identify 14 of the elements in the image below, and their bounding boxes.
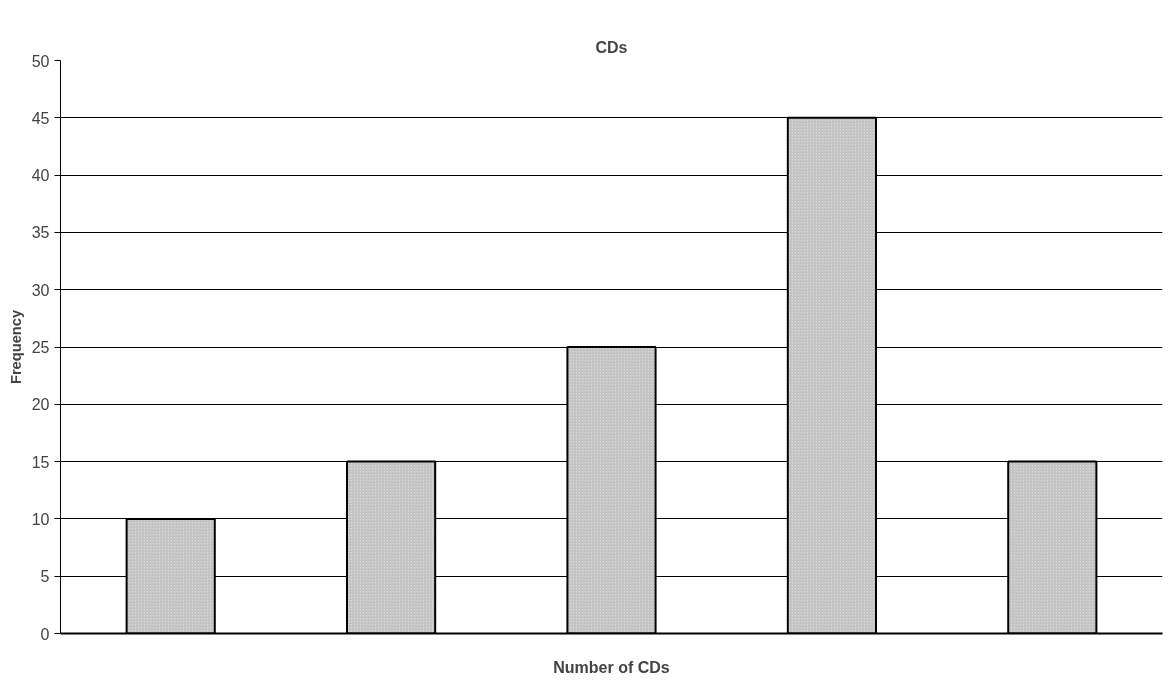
y-tick-label: 0: [40, 625, 50, 643]
chart-title: CDs: [595, 38, 628, 56]
y-tick-label: 15: [31, 453, 50, 471]
y-tick-label: 35: [31, 224, 50, 242]
x-axis-title: Number of CDs: [553, 658, 670, 676]
y-tick-label: 30: [31, 281, 50, 299]
y-tick-label: 20: [31, 396, 50, 414]
y-tick-label: 40: [31, 167, 50, 185]
y-tick-label: 5: [40, 568, 50, 586]
y-axis-title: Frequency: [7, 309, 24, 385]
y-tick-label: 45: [31, 109, 50, 127]
y-tick-label: 50: [31, 52, 50, 70]
y-tick-label: 10: [31, 510, 50, 528]
y-tick-label: 25: [31, 339, 50, 356]
